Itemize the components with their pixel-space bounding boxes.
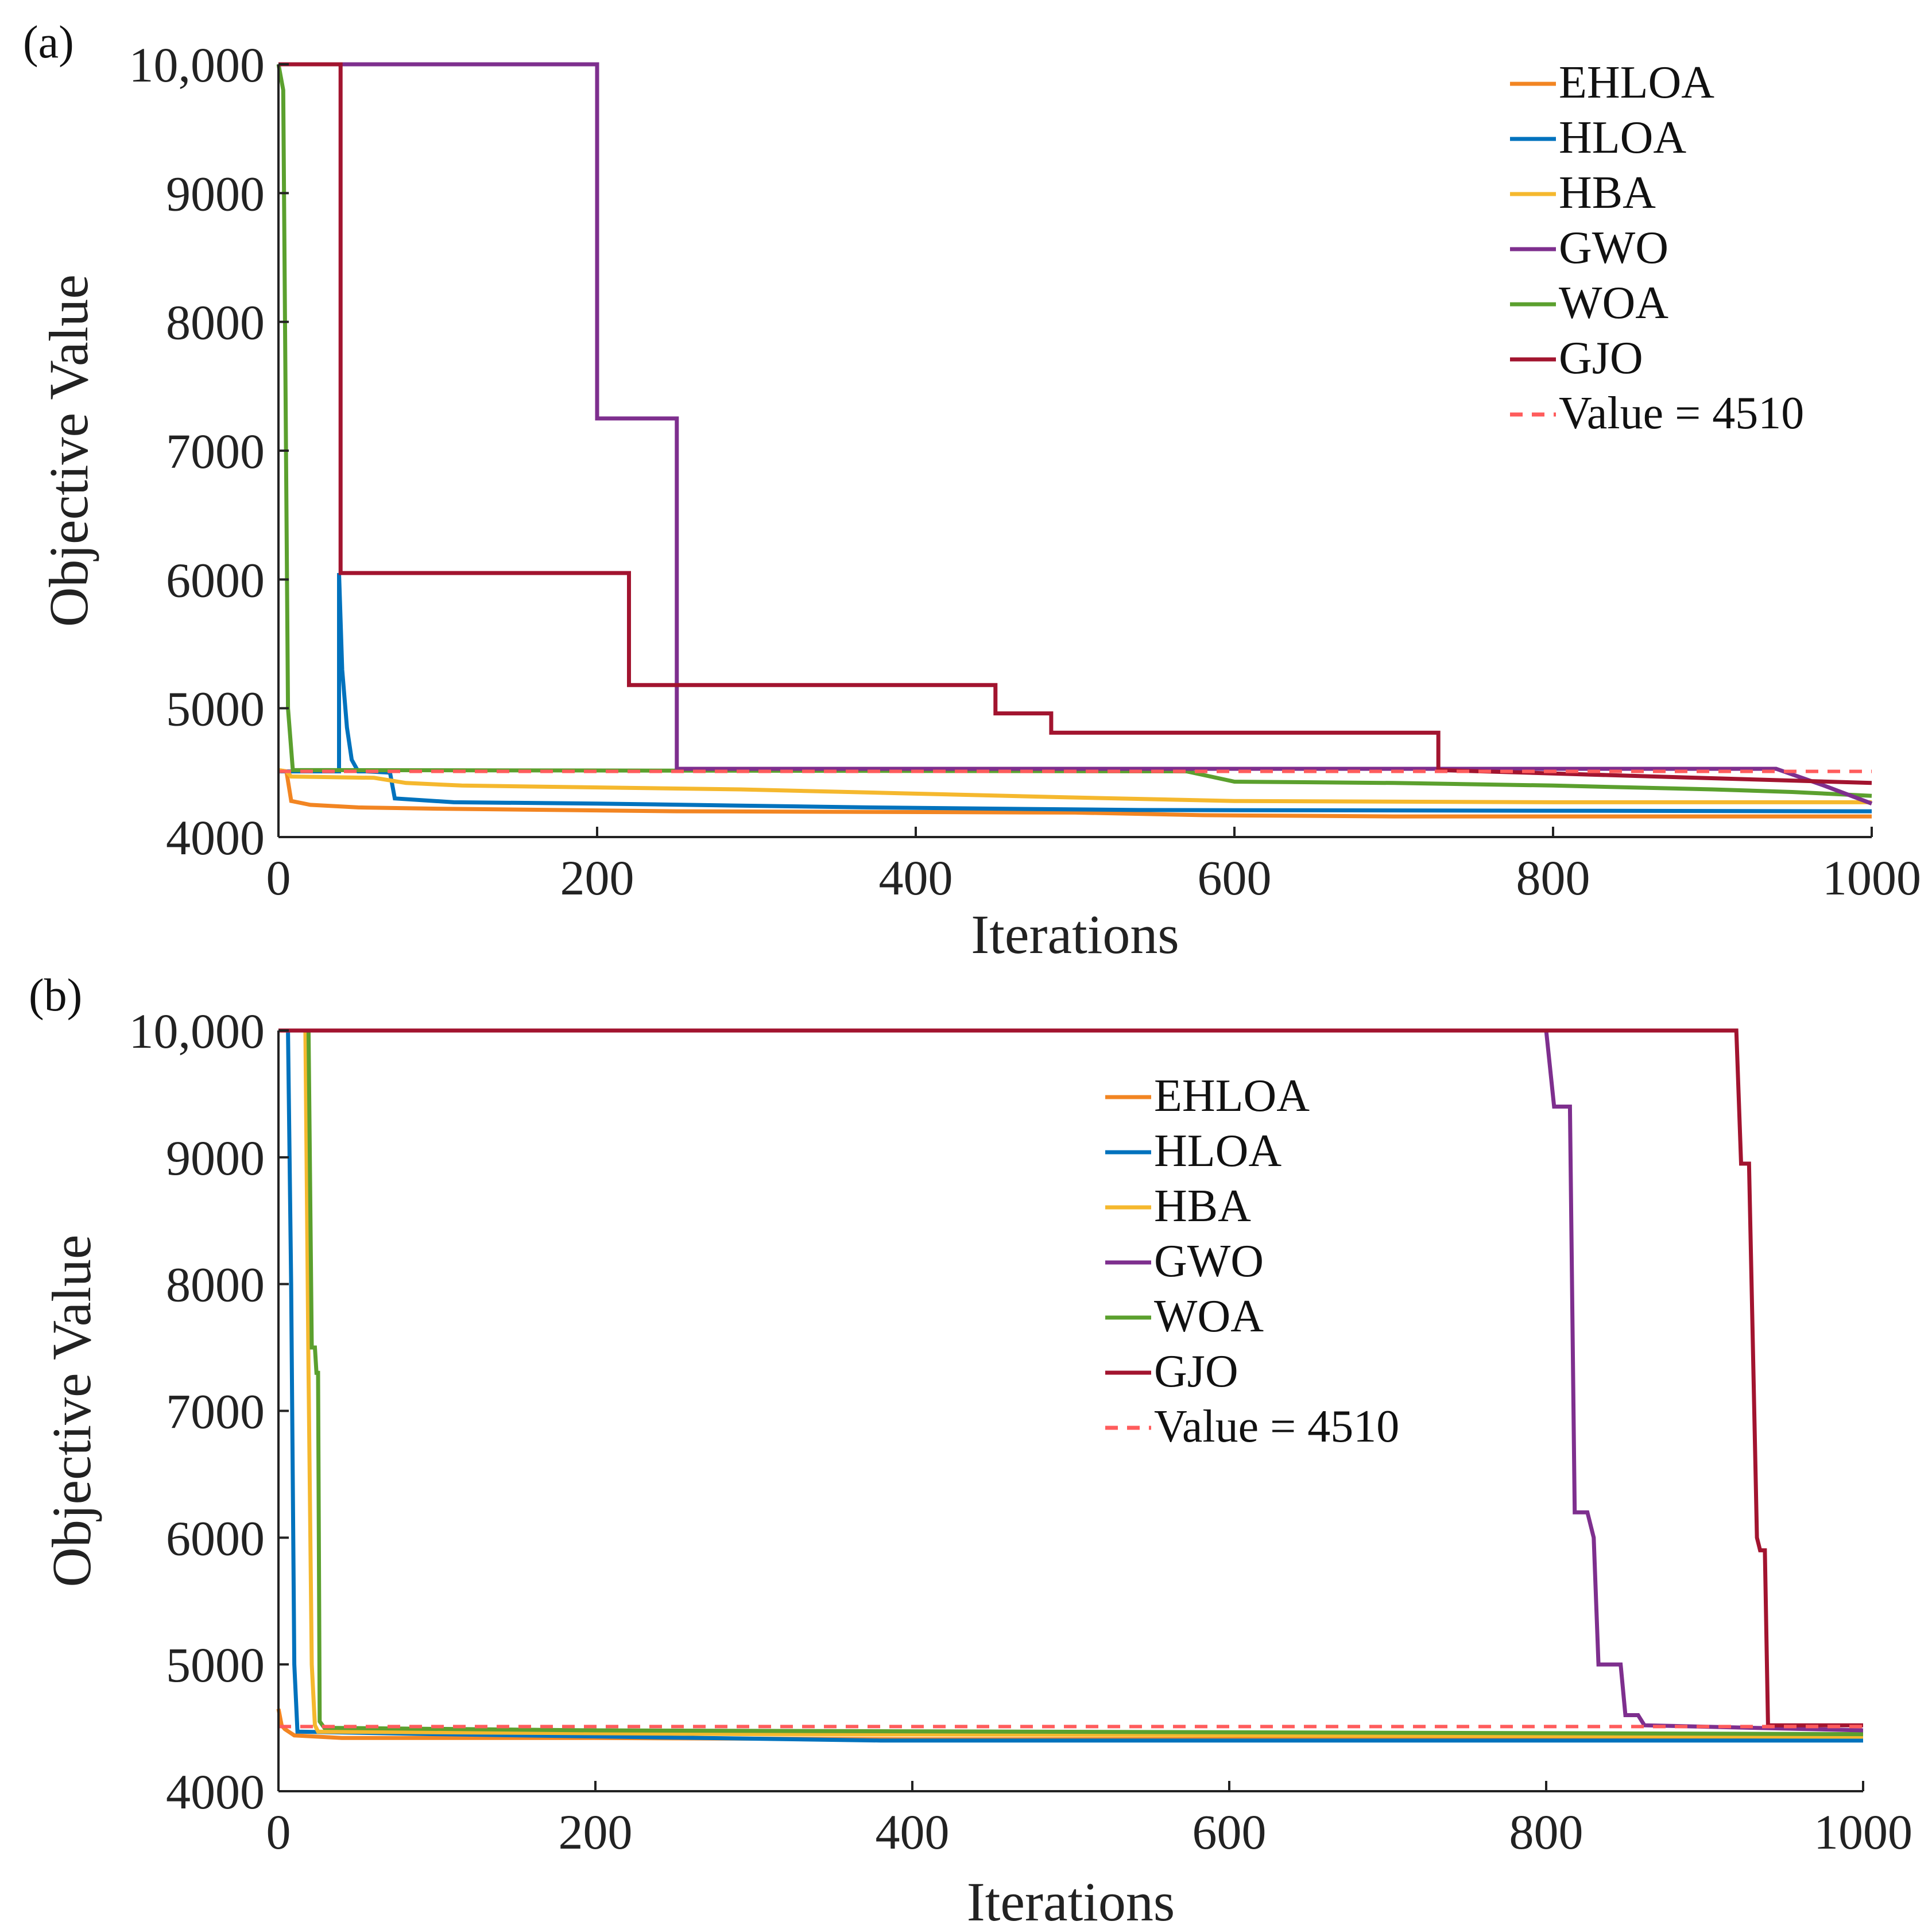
axes-frame <box>278 1031 1863 1791</box>
legend-label: EHLOA <box>1559 57 1714 108</box>
x-tick-label: 200 <box>560 850 634 905</box>
legend-label: HLOA <box>1154 1126 1281 1176</box>
y-tick-label: 8000 <box>166 295 265 350</box>
x-tick-label: 600 <box>1193 1804 1267 1860</box>
legend-label: GJO <box>1559 333 1643 384</box>
y-tick-label: 9000 <box>166 1130 265 1186</box>
series-line-hloa <box>278 1028 1863 1743</box>
series-line-ehloa <box>278 768 1872 819</box>
series-line-hba <box>278 768 1872 804</box>
series-line-hba <box>278 1028 1864 1739</box>
chart-panel-b: (b) 0 200 400 600 800 1000 4000 5000 6000 7000 800… <box>29 970 1912 1929</box>
legend-label: EHLOA <box>1154 1071 1310 1121</box>
plot-lines <box>276 1028 1864 1743</box>
y-tick-label: 6000 <box>166 552 265 607</box>
series-line-woa <box>276 64 1872 798</box>
x-tick-label: 600 <box>1198 850 1272 905</box>
x-tick-label: 800 <box>1516 850 1590 905</box>
x-tick-label: 400 <box>879 850 953 905</box>
axis-ticks: 0 200 400 600 800 1000 4000 5000 6000 7000 8000 900… <box>129 37 1922 905</box>
x-tick-label: 200 <box>559 1804 633 1860</box>
legend-label: WOA <box>1559 278 1668 328</box>
y-tick-label: 5000 <box>166 681 265 737</box>
x-tick-label: 0 <box>266 850 291 905</box>
x-tick-label: 1000 <box>1822 850 1921 905</box>
y-tick-label: 7000 <box>166 1384 265 1439</box>
y-axis-label: Objective Value <box>38 274 99 627</box>
legend-label: GJO <box>1154 1346 1238 1397</box>
y-tick-label: 10,000 <box>129 37 265 92</box>
x-axis-label: Iterations <box>967 1871 1175 1929</box>
y-tick-label: 8000 <box>166 1257 265 1312</box>
y-axis-label: Objective Value <box>41 1234 102 1587</box>
series-line-gjo <box>278 1028 1863 1727</box>
y-tick-label: 6000 <box>166 1510 265 1566</box>
series-line-gwo <box>278 1028 1864 1733</box>
legend-label: HLOA <box>1559 113 1686 163</box>
x-tick-label: 800 <box>1509 1804 1583 1860</box>
y-tick-label: 5000 <box>166 1637 265 1692</box>
y-tick-label: 4000 <box>166 1764 265 1819</box>
legend-label: GWO <box>1559 223 1668 273</box>
plot-lines <box>276 62 1873 819</box>
series-line-woa <box>278 1028 1864 1737</box>
y-tick-label: 4000 <box>166 810 265 865</box>
x-tick-label: 400 <box>876 1804 950 1860</box>
panel-label: (a) <box>23 17 74 68</box>
legend-label: WOA <box>1154 1291 1264 1342</box>
legend-label: HBA <box>1559 168 1656 218</box>
chart-panel-a: (a) 0 200 400 600 800 1000 4000 5000 6000 7000 800… <box>23 17 1921 965</box>
legend-label: Value = 4510 <box>1559 388 1804 439</box>
y-tick-label: 7000 <box>166 424 265 479</box>
x-tick-label: 1000 <box>1814 1804 1912 1860</box>
panel-label: (b) <box>29 970 82 1021</box>
legend-label: GWO <box>1154 1236 1264 1287</box>
legend-label: HBA <box>1154 1181 1251 1231</box>
axis-ticks: 0 200 400 600 800 1000 4000 5000 6000 7000 8000 900… <box>129 1004 1913 1860</box>
x-tick-label: 0 <box>266 1804 291 1860</box>
x-axis-label: Iterations <box>971 904 1179 965</box>
series-line-gjo <box>278 62 1872 785</box>
y-tick-label: 10,000 <box>129 1004 265 1059</box>
y-tick-label: 9000 <box>166 166 265 221</box>
legend-label: Value = 4510 <box>1154 1401 1399 1452</box>
